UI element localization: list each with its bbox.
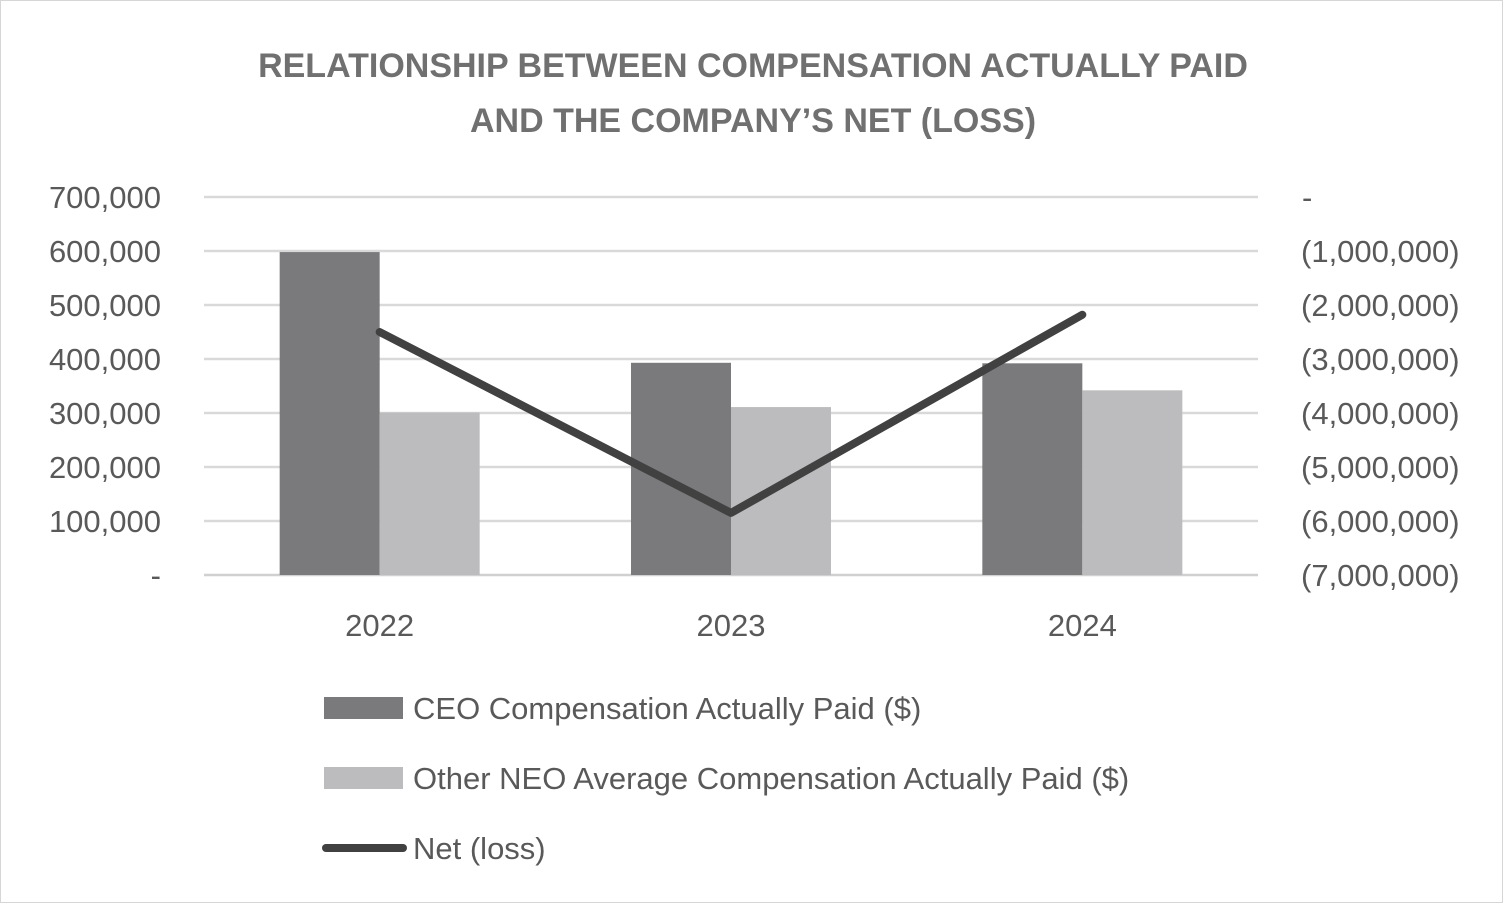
left-tick-label-2: 200,000 <box>49 450 161 485</box>
left-tick-label-6: 600,000 <box>49 234 161 269</box>
x-tick-label-2024: 2024 <box>1048 608 1117 643</box>
legend-label-0: CEO Compensation Actually Paid ($) <box>413 691 921 726</box>
left-tick-label-1: 100,000 <box>49 504 161 539</box>
left-tick-label-4: 400,000 <box>49 342 161 377</box>
right-tick-label-4: (4,000,000) <box>1301 396 1460 431</box>
bar-ceo-2024 <box>982 363 1083 575</box>
chart-title-line-1: RELATIONSHIP BETWEEN COMPENSATION ACTUAL… <box>258 47 1248 85</box>
right-tick-label-2: (2,000,000) <box>1301 288 1460 323</box>
legend-label-2: Net (loss) <box>413 831 546 866</box>
x-tick-label-2022: 2022 <box>345 608 414 643</box>
right-tick-label-5: (5,000,000) <box>1301 450 1460 485</box>
right-tick-label-0: - <box>1302 180 1312 215</box>
left-tick-label-5: 500,000 <box>49 288 161 323</box>
left-axis-ticks: - 100,000 200,000 300,000 400,000 500,000 600,… <box>49 180 161 593</box>
bar-neo-2022 <box>379 412 480 575</box>
right-tick-label-7: (7,000,000) <box>1301 558 1460 593</box>
right-tick-label-6: (6,000,000) <box>1301 504 1460 539</box>
right-tick-label-1: (1,000,000) <box>1301 234 1460 269</box>
bar-ceo-2022 <box>279 252 380 575</box>
legend-label-1: Other NEO Average Compensation Actually … <box>413 761 1129 796</box>
net-loss-line <box>375 310 1087 517</box>
x-axis-ticks: 2022 2023 2024 <box>345 608 1117 643</box>
chart-title: RELATIONSHIP BETWEEN COMPENSATION ACTUAL… <box>258 47 1248 140</box>
bars <box>279 252 1183 575</box>
bar-neo-2023 <box>731 407 831 575</box>
left-tick-label-3: 300,000 <box>49 396 161 431</box>
legend-swatch-0 <box>324 697 403 719</box>
bar-neo-2024 <box>1082 390 1183 575</box>
chart-title-line-2: AND THE COMPANY’S NET (LOSS) <box>470 102 1036 140</box>
right-tick-label-3: (3,000,000) <box>1301 342 1460 377</box>
legend-swatch-1 <box>324 767 403 789</box>
right-axis-ticks: - (1,000,000) (2,000,000) (3,000,000) (4,000… <box>1301 180 1460 593</box>
left-tick-label-7: 700,000 <box>49 180 161 215</box>
left-tick-label-0: - <box>151 558 161 593</box>
x-tick-label-2023: 2023 <box>697 608 766 643</box>
legend: CEO Compensation Actually Paid ($) Other … <box>322 691 1129 866</box>
